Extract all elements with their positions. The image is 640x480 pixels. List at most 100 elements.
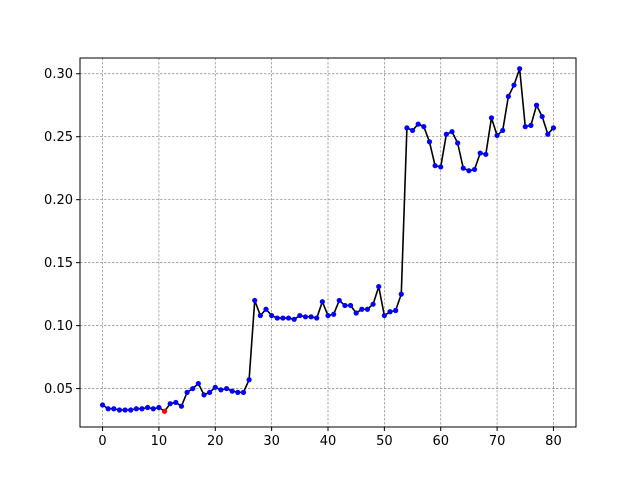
data-point-52 bbox=[393, 307, 399, 314]
highlight-point-11 bbox=[161, 408, 168, 414]
data-point-13 bbox=[173, 399, 179, 406]
data-point-74 bbox=[517, 66, 523, 72]
data-point-67 bbox=[477, 150, 483, 156]
data-point-21 bbox=[218, 387, 224, 393]
data-point-14 bbox=[178, 403, 185, 409]
data-point-71 bbox=[500, 127, 506, 134]
x-tick-label-8: 80 bbox=[545, 434, 562, 449]
data-point-79 bbox=[545, 131, 551, 137]
data-point-53 bbox=[398, 291, 404, 297]
data-point-35 bbox=[297, 312, 303, 319]
data-point-6 bbox=[133, 406, 139, 412]
grid bbox=[80, 58, 576, 427]
y-tick-label-3: 0.20 bbox=[44, 193, 73, 208]
data-point-63 bbox=[455, 140, 461, 146]
data-point-20 bbox=[212, 384, 218, 390]
axes: 0 10 20 30 40 50 60 70 80 0.05 0.10 0.15 0.20 0.25 0.3… bbox=[44, 67, 562, 449]
data-point-5 bbox=[128, 407, 134, 413]
y-tick-label-4: 0.25 bbox=[44, 130, 73, 145]
data-point-46 bbox=[359, 306, 365, 312]
data-point-36 bbox=[302, 314, 309, 320]
data-point-33 bbox=[285, 315, 292, 321]
data-point-48 bbox=[370, 301, 376, 307]
data-point-24 bbox=[235, 389, 241, 395]
data-point-45 bbox=[353, 310, 359, 316]
x-tick-label-7: 70 bbox=[489, 434, 506, 449]
data-point-37 bbox=[308, 314, 314, 320]
data-point-80 bbox=[550, 125, 557, 131]
data-point-59 bbox=[432, 163, 438, 169]
data-point-78 bbox=[539, 113, 545, 120]
data-point-29 bbox=[263, 306, 269, 312]
data-point-2 bbox=[111, 406, 117, 412]
data-point-42 bbox=[336, 297, 342, 304]
data-point-28 bbox=[257, 312, 263, 319]
data-point-32 bbox=[280, 315, 286, 321]
data-point-44 bbox=[347, 302, 354, 309]
data-point-39 bbox=[319, 299, 325, 305]
x-tick-label-2: 20 bbox=[207, 434, 224, 449]
x-tick-label-6: 60 bbox=[432, 434, 449, 449]
data-point-7 bbox=[139, 406, 145, 412]
data-point-62 bbox=[449, 129, 455, 135]
data-point-38 bbox=[314, 315, 320, 321]
data-point-77 bbox=[533, 102, 540, 108]
data-point-54 bbox=[404, 125, 410, 131]
data-point-55 bbox=[409, 127, 416, 134]
data-point-0 bbox=[99, 402, 106, 408]
data-point-23 bbox=[229, 388, 235, 394]
data-point-9 bbox=[150, 406, 156, 412]
data-point-61 bbox=[443, 131, 449, 137]
data-point-17 bbox=[195, 380, 201, 387]
y-tick-label-1: 0.10 bbox=[44, 319, 73, 334]
data-point-31 bbox=[274, 315, 280, 321]
x-tick-label-5: 50 bbox=[376, 434, 393, 449]
x-tick-label-0: 0 bbox=[98, 434, 106, 449]
data-point-25 bbox=[240, 389, 247, 395]
data-point-43 bbox=[342, 302, 348, 309]
data-point-22 bbox=[223, 385, 230, 392]
data-point-66 bbox=[471, 166, 478, 173]
data-point-49 bbox=[376, 283, 382, 290]
data-point-47 bbox=[364, 306, 371, 312]
data-point-4 bbox=[122, 407, 128, 413]
data-point-41 bbox=[331, 311, 337, 317]
data-point-1 bbox=[105, 406, 111, 412]
data-point-40 bbox=[325, 312, 331, 319]
y-tick-label-5: 0.30 bbox=[44, 67, 73, 82]
data-point-19 bbox=[207, 389, 213, 395]
x-tick-label-4: 40 bbox=[320, 434, 337, 449]
data-point-68 bbox=[483, 151, 489, 157]
data-point-65 bbox=[466, 168, 472, 174]
data-point-3 bbox=[116, 407, 123, 413]
data-point-64 bbox=[460, 165, 466, 171]
data-point-57 bbox=[421, 124, 427, 130]
y-tick-label-0: 0.05 bbox=[44, 382, 73, 397]
data-point-56 bbox=[415, 121, 421, 127]
data-point-18 bbox=[201, 392, 207, 398]
data-point-12 bbox=[167, 401, 173, 407]
data-point-27 bbox=[252, 297, 258, 304]
data-point-15 bbox=[184, 389, 190, 395]
data-point-70 bbox=[494, 132, 500, 139]
data-point-50 bbox=[381, 312, 387, 319]
data-point-58 bbox=[426, 139, 433, 145]
data-point-34 bbox=[291, 316, 297, 322]
data-series bbox=[99, 66, 557, 414]
data-point-73 bbox=[511, 82, 517, 88]
y-tick-label-2: 0.15 bbox=[44, 256, 73, 271]
x-tick-label-3: 30 bbox=[263, 434, 280, 449]
data-point-16 bbox=[190, 385, 196, 392]
data-point-72 bbox=[505, 93, 511, 100]
data-point-69 bbox=[488, 115, 495, 121]
data-point-51 bbox=[387, 309, 393, 315]
data-point-60 bbox=[438, 164, 444, 170]
data-point-75 bbox=[522, 124, 528, 130]
data-point-76 bbox=[528, 122, 534, 128]
data-point-26 bbox=[246, 377, 252, 383]
data-point-8 bbox=[145, 404, 151, 411]
x-tick-label-1: 10 bbox=[151, 434, 168, 449]
data-point-30 bbox=[269, 312, 275, 319]
data-point-10 bbox=[156, 404, 162, 411]
